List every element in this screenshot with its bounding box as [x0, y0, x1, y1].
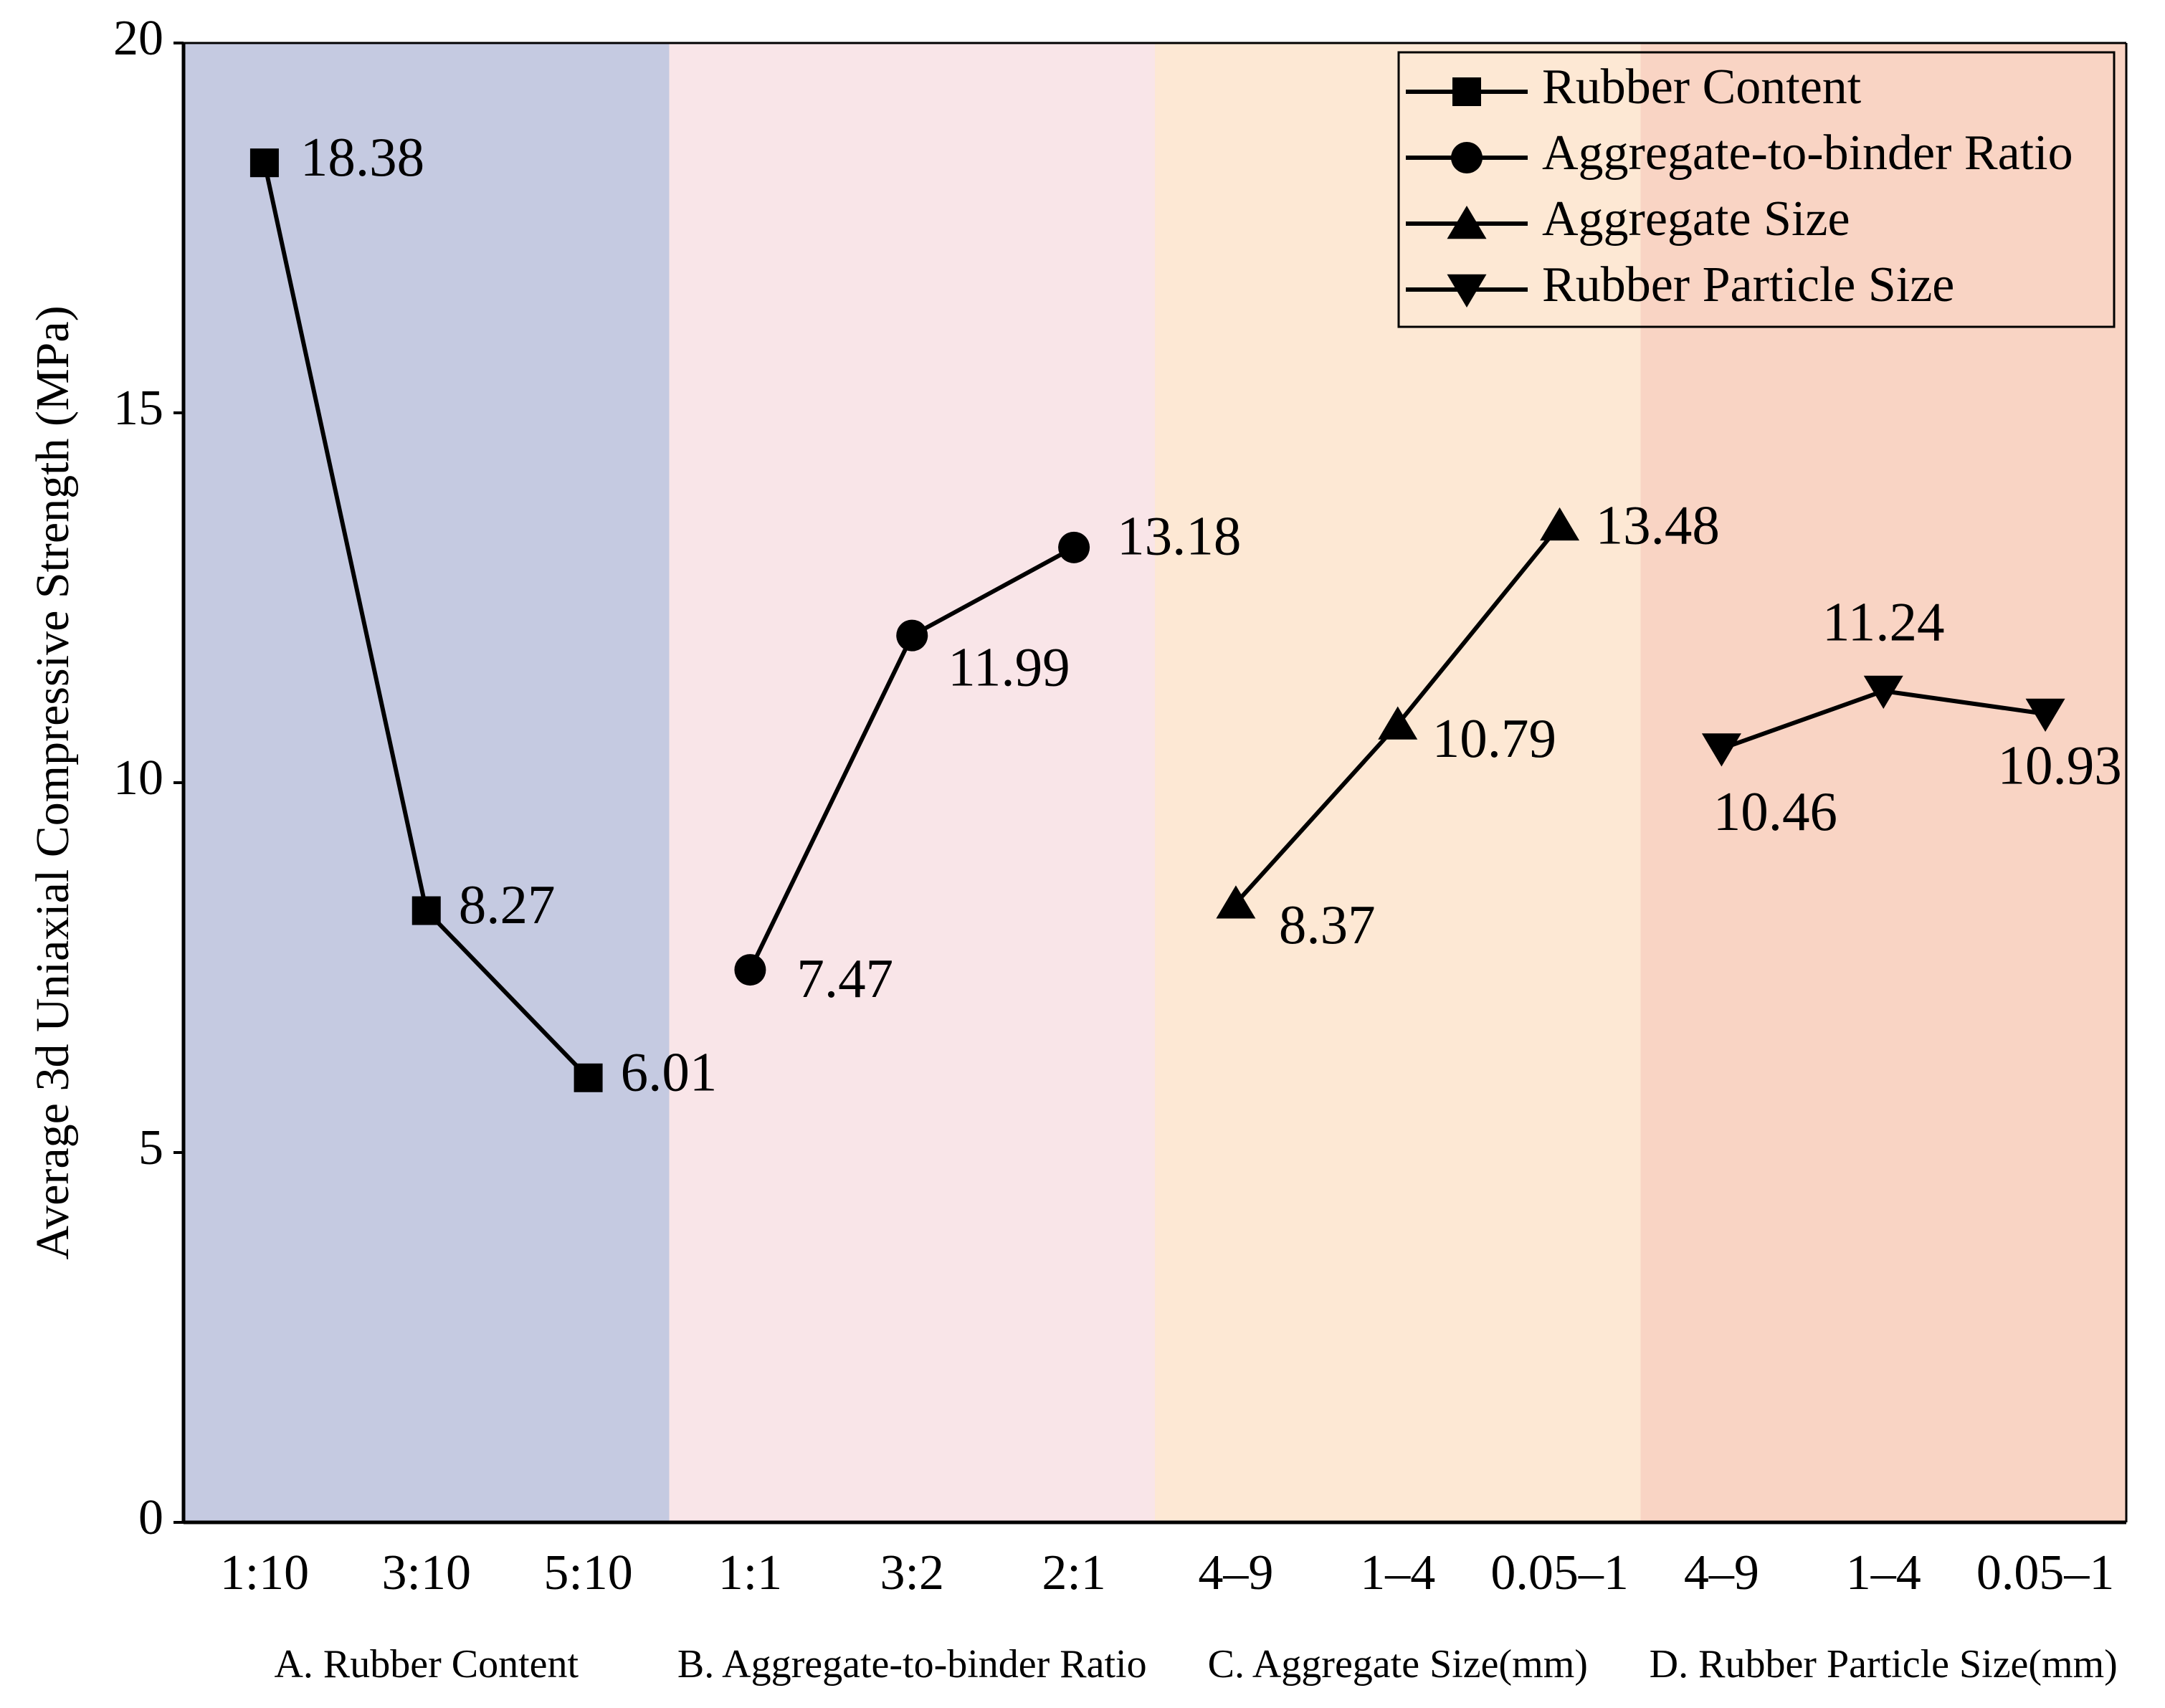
data-label: 11.99 [948, 636, 1070, 697]
data-label: 10.46 [1713, 781, 1837, 842]
data-point [1378, 706, 1418, 740]
x-tick-label: 5:10 [543, 1545, 632, 1600]
data-point [2025, 698, 2065, 733]
x-tick-label: 1:1 [718, 1545, 782, 1600]
data-point [1216, 885, 1256, 919]
x-tick-label: 3:2 [880, 1545, 944, 1600]
legend-label: Rubber Content [1542, 59, 1862, 115]
data-label: 10.93 [1997, 735, 2121, 796]
x-tick-label: 0.05–1 [1976, 1545, 2115, 1600]
x-tick-label: 1–4 [1360, 1545, 1435, 1600]
y-tick-label: 10 [113, 750, 163, 806]
data-label: 13.48 [1596, 495, 1720, 556]
data-label: 8.37 [1279, 894, 1376, 955]
data-label: 18.38 [300, 126, 424, 188]
x-tick-label: 0.05–1 [1490, 1545, 1629, 1600]
group-band [669, 43, 1155, 1522]
group-band [184, 43, 670, 1522]
data-point [411, 896, 441, 925]
data-label: 10.79 [1432, 707, 1556, 769]
data-label: 7.47 [796, 948, 893, 1009]
x-tick-label: 4–9 [1684, 1545, 1759, 1600]
x-tick-label: 1–4 [1846, 1545, 1921, 1600]
data-point [1701, 733, 1741, 767]
legend-label: Rubber Particle Size [1542, 257, 1954, 313]
data-point [1863, 675, 1903, 710]
y-tick-label: 5 [138, 1120, 163, 1175]
x-tick-label: 3:10 [382, 1545, 471, 1600]
legend-marker [1452, 77, 1481, 106]
data-label: 13.18 [1117, 505, 1241, 566]
group-band [1640, 43, 2126, 1522]
legend-box [1397, 51, 2116, 328]
data-label: 6.01 [621, 1041, 718, 1102]
data-point [1540, 507, 1580, 541]
y-tick-label: 0 [138, 1490, 163, 1545]
group-label: A. Rubber Content [274, 1642, 579, 1686]
group-label: B. Aggregate-to-binder Ratio [677, 1642, 1147, 1686]
data-label: 11.24 [1822, 591, 1944, 653]
legend-marker [1447, 274, 1487, 307]
group-label: C. Aggregate Size(mm) [1208, 1642, 1588, 1686]
x-tick-label: 4–9 [1198, 1545, 1273, 1600]
x-tick-label: 1:10 [220, 1545, 309, 1600]
legend-label: Aggregate Size [1542, 191, 1850, 247]
data-point [249, 148, 279, 178]
legend-marker [1451, 142, 1483, 173]
y-tick-label: 15 [113, 381, 163, 436]
data-point [1058, 531, 1090, 563]
legend-marker [1447, 206, 1487, 239]
data-point [896, 619, 928, 652]
y-axis-label: Average 3d Uniaxial Compressive Strength… [27, 305, 79, 1259]
data-point [574, 1063, 603, 1092]
group-label: D. Rubber Particle Size(mm) [1650, 1642, 2118, 1686]
data-point [734, 954, 766, 986]
legend-label: Aggregate-to-binder Ratio [1542, 125, 2073, 181]
data-label: 8.27 [459, 874, 556, 935]
y-tick-label: 20 [113, 11, 163, 66]
x-tick-label: 2:1 [1042, 1545, 1105, 1600]
